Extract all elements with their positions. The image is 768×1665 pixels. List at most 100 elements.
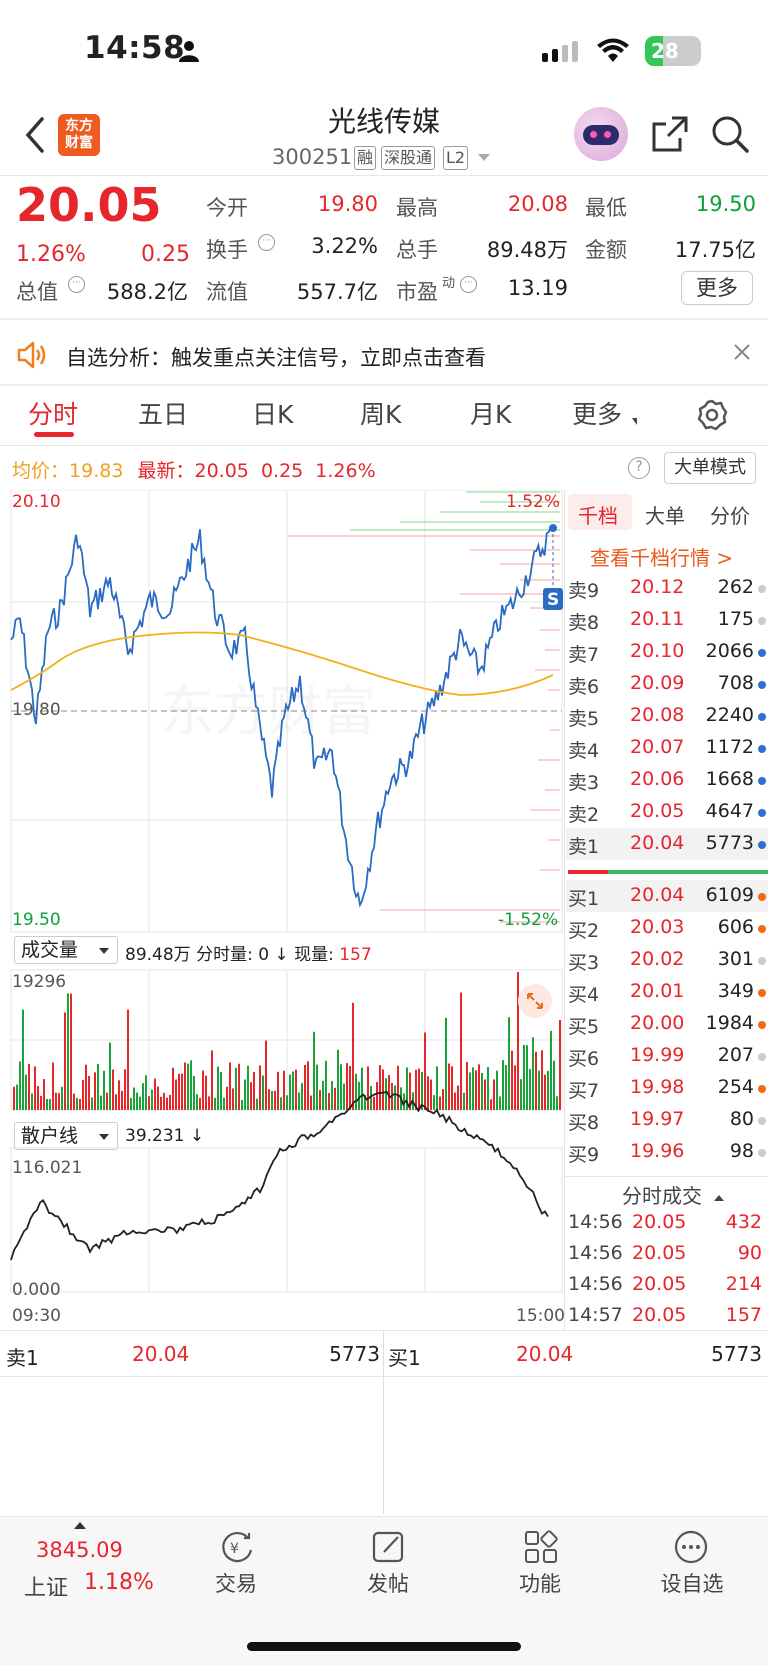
tab-5day[interactable]: 五日: [138, 400, 189, 429]
volume-bar: [124, 1069, 126, 1110]
buy-level: 买1: [568, 888, 600, 910]
tab-price-distribution[interactable]: 分价: [710, 504, 750, 528]
turnover-value: 3.22%: [311, 234, 378, 258]
buy-level: 买9: [568, 1144, 600, 1166]
info-icon[interactable]: ···: [258, 234, 275, 251]
trade-volume: 157: [725, 1304, 762, 1326]
functions-icon[interactable]: [522, 1528, 560, 1570]
index-pct[interactable]: 1.18%: [84, 1570, 154, 1595]
float-cap-value: 557.7亿: [296, 280, 378, 304]
tab-more[interactable]: 更多: [572, 400, 623, 429]
bottom-sell-label: 卖1: [6, 1346, 39, 1370]
volume-bar: [169, 1094, 171, 1110]
volume-bar: [454, 1092, 456, 1110]
volume-bar: [163, 1092, 165, 1110]
nav-add-watchlist[interactable]: 设自选: [660, 1572, 724, 1596]
back-icon[interactable]: [22, 115, 46, 159]
more-button[interactable]: 更多: [681, 271, 753, 305]
index-name[interactable]: 上证: [24, 1576, 69, 1601]
nav-post[interactable]: 发帖: [367, 1572, 409, 1596]
tab-daily[interactable]: 日K: [252, 400, 294, 429]
volume-bar: [340, 1064, 342, 1110]
search-icon[interactable]: [710, 114, 750, 158]
trade-row: 14:56 20.05 90: [566, 1239, 768, 1269]
add-watchlist-icon[interactable]: [672, 1528, 710, 1570]
volume-bar: [292, 1071, 294, 1110]
volume-bar: [373, 1096, 375, 1110]
robot-assistant-icon[interactable]: [574, 107, 628, 161]
volume-bar: [511, 1050, 513, 1110]
dropdown-caret-icon: [99, 1134, 109, 1140]
tab-weekly[interactable]: 周K: [360, 400, 402, 429]
post-icon[interactable]: [370, 1528, 408, 1570]
volume-bar: [472, 1067, 474, 1110]
share-icon[interactable]: [650, 114, 690, 158]
volume-bar: [280, 1097, 282, 1110]
volume-bar: [205, 1075, 207, 1110]
buy-row: 买9 19.96 98: [566, 1136, 768, 1168]
trade-time: 14:56: [568, 1273, 623, 1295]
volume-bar: [97, 1063, 99, 1110]
volume-bar: [484, 1079, 486, 1110]
sell-level: 卖7: [568, 644, 600, 666]
settings-icon[interactable]: [696, 399, 728, 435]
buy-level: 买2: [568, 920, 600, 942]
sell-price: 20.09: [630, 672, 685, 694]
sell-volume: 1668: [705, 768, 754, 790]
open-label: 今开: [206, 196, 248, 220]
info-icon[interactable]: ···: [68, 276, 85, 293]
volume-label: 总手: [396, 238, 438, 262]
orderbook-link[interactable]: 查看千档行情 >: [590, 546, 734, 570]
trades-title[interactable]: 分时成交: [622, 1180, 725, 1209]
bottom-buy-vol: 5773: [711, 1342, 762, 1366]
xl-label: 现量:: [294, 945, 334, 965]
volume-bar: [448, 1063, 450, 1110]
nav-functions[interactable]: 功能: [519, 1572, 561, 1596]
tab-big-orders[interactable]: 大单: [645, 504, 685, 528]
volume-bar: [514, 1065, 516, 1110]
intraday-chart[interactable]: 东方财富 S: [0, 489, 564, 1335]
last-point: [549, 524, 557, 532]
buy-price: 19.96: [630, 1140, 685, 1162]
index-value[interactable]: 3845.09: [36, 1538, 123, 1562]
ymax-label: 20.10: [12, 492, 61, 512]
volume-bar: [217, 1066, 219, 1110]
sell-row: 卖6 20.09 708: [566, 668, 768, 700]
nav-trade[interactable]: 交易: [215, 1572, 257, 1596]
last-price: 20.05: [16, 178, 162, 232]
volume-bar: [142, 1083, 144, 1110]
info-icon[interactable]: ···: [460, 276, 477, 293]
banner-text[interactable]: 自选分析：触发重点关注信号，立即点击查看: [66, 346, 486, 370]
volume-bar: [277, 1071, 279, 1110]
sell-dot: [758, 777, 766, 785]
tab-monthly[interactable]: 月K: [470, 400, 512, 429]
sell-price: 20.06: [630, 768, 685, 790]
tab-intraday[interactable]: 分时: [28, 400, 79, 429]
buy-row: 买2 20.03 606: [566, 912, 768, 944]
volume-bar: [430, 1079, 432, 1110]
pmax-label: 1.52%: [506, 492, 561, 512]
volume-bar: [433, 1095, 435, 1110]
sell-row: 卖1 20.04 5773: [566, 828, 768, 860]
close-icon[interactable]: [733, 343, 751, 365]
divider: [0, 318, 768, 320]
help-icon[interactable]: ?: [628, 457, 650, 479]
volume-bar: [523, 1044, 525, 1110]
retail-indicator-select[interactable]: 散户线: [14, 1122, 118, 1150]
pmin-label: -1.52%: [498, 910, 559, 930]
volume-bar: [364, 1094, 366, 1110]
expand-icon[interactable]: [518, 984, 552, 1018]
volume-bar: [550, 1030, 552, 1110]
stock-code: 300251: [272, 145, 353, 169]
volume-bar: [148, 1096, 150, 1110]
trade-icon[interactable]: ¥: [218, 1528, 256, 1570]
buy-dot: [758, 1085, 766, 1093]
float-cap-label: 流值: [206, 280, 248, 304]
volume-indicator-select[interactable]: 成交量: [14, 936, 118, 964]
tab-orderbook-full[interactable]: 千档: [578, 504, 618, 528]
big-order-mode-button[interactable]: 大单模式: [664, 452, 756, 484]
volume-bar: [322, 1080, 324, 1110]
dropdown-icon[interactable]: [478, 154, 490, 161]
volume-bar: [154, 1078, 156, 1110]
buy-level: 买3: [568, 952, 600, 974]
